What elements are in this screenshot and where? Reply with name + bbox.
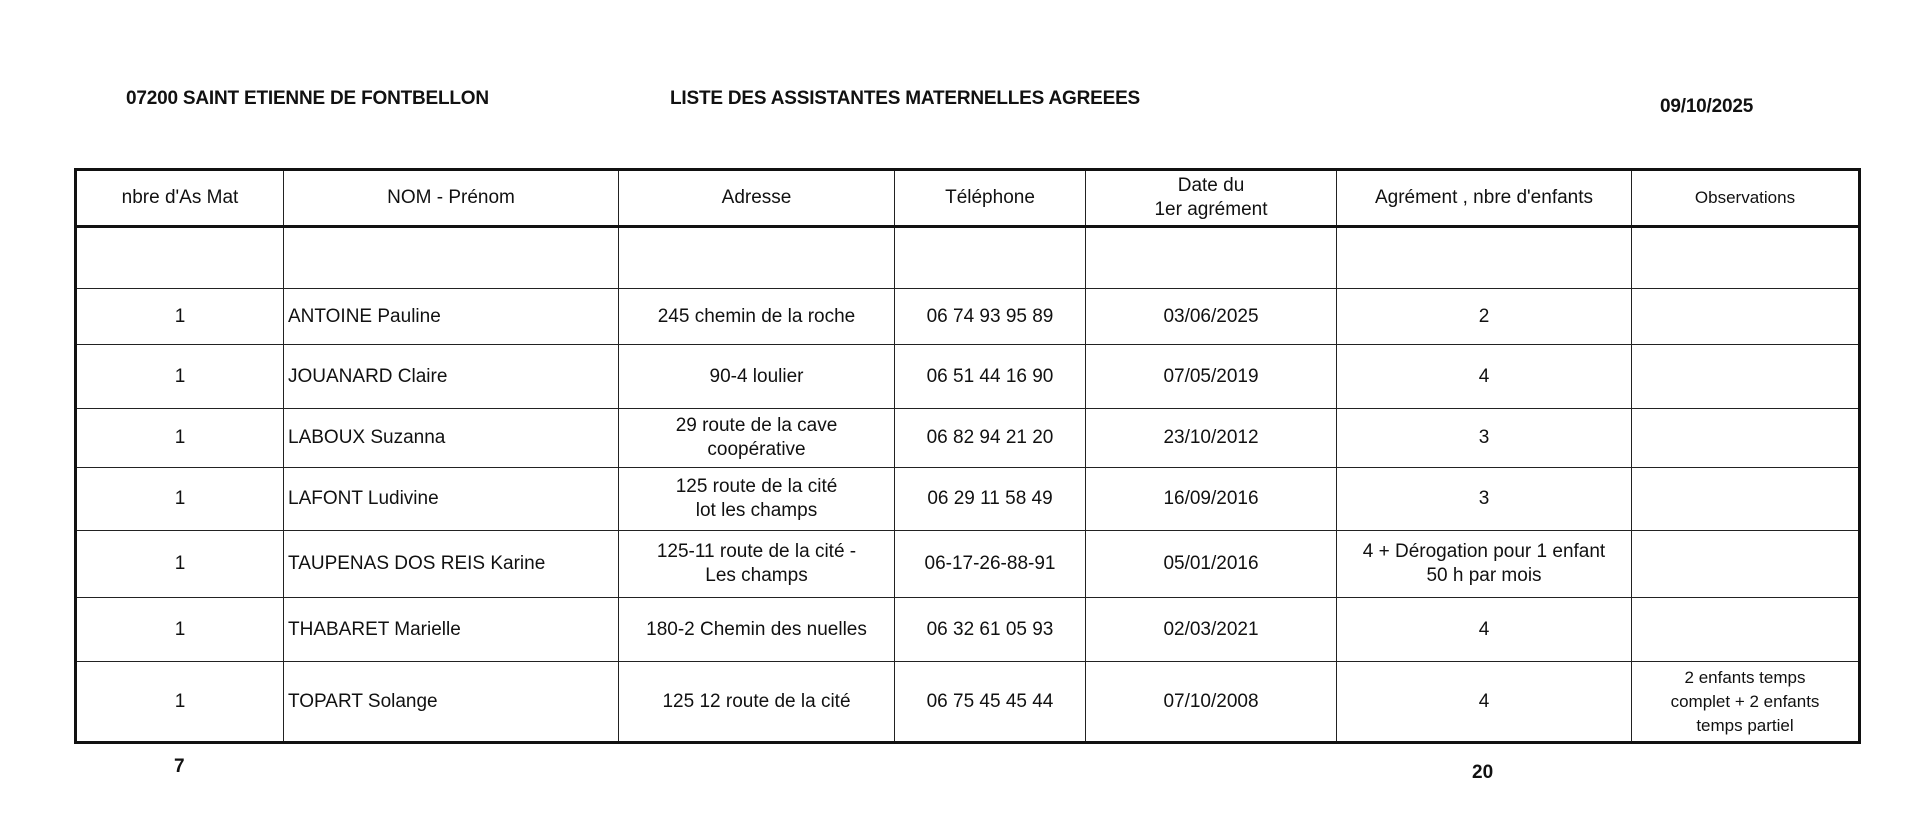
col-header: Adresse: [618, 169, 895, 228]
cell-date: 23/10/2012: [1085, 408, 1337, 468]
cell-date: 07/10/2008: [1085, 661, 1337, 743]
table-row: 1 TAUPENAS DOS REIS Karine 125-11 route de…: [75, 530, 1860, 598]
cell-name: TOPART Solange: [283, 661, 619, 743]
cell-count: 1: [75, 467, 284, 531]
cell-count: 1: [75, 344, 284, 409]
cell-agrement: 4 + Dérogation pour 1 enfant 50 h par mo…: [1336, 530, 1632, 598]
table-row: 1 LABOUX Suzanna 29 route de la cave coopé…: [75, 408, 1860, 468]
cell-agrement: 2: [1336, 288, 1632, 345]
col-header: Date du 1er agrément: [1085, 169, 1337, 228]
table-row: 1 ANTOINE Pauline 245 chemin de la roche 06…: [75, 288, 1860, 345]
cell-phone: 06 82 94 21 20: [894, 408, 1086, 468]
cell-date: 07/05/2019: [1085, 344, 1337, 409]
cell-phone: 06 74 93 95 89: [894, 288, 1086, 345]
cell-observations: [1631, 597, 1860, 662]
header-row: nbre d'As Mat NOM - Prénom Adresse Télép…: [75, 169, 1860, 228]
cell-date: 16/09/2016: [1085, 467, 1337, 531]
cell-count: 1: [75, 661, 284, 743]
cell-name: JOUANARD Claire: [283, 344, 619, 409]
cell-date: 03/06/2025: [1085, 288, 1337, 345]
table-row: 1 TOPART Solange 125 12 route de la cité 0…: [75, 661, 1860, 743]
cell-address: 125 12 route de la cité: [618, 661, 895, 743]
cell-date: 02/03/2021: [1085, 597, 1337, 662]
cell-phone: 06 51 44 16 90: [894, 344, 1086, 409]
col-header: Agrément , nbre d'enfants: [1336, 169, 1632, 228]
cell-phone: 06 29 11 58 49: [894, 467, 1086, 531]
document-title: LISTE DES ASSISTANTES MATERNELLES AGREEE…: [670, 88, 1141, 109]
table-row: 1 THABARET Marielle 180-2 Chemin des nuell…: [75, 597, 1860, 662]
cell-address: 180-2 Chemin des nuelles: [618, 597, 895, 662]
cell-phone: 06-17-26-88-91: [894, 530, 1086, 598]
cell-observations: [1631, 344, 1860, 409]
cell-name: LAFONT Ludivine: [283, 467, 619, 531]
cell-agrement: 3: [1336, 408, 1632, 468]
col-header: Observations: [1631, 169, 1860, 228]
cell-address: 90-4 loulier: [618, 344, 895, 409]
col-header: nbre d'As Mat: [75, 169, 284, 228]
cell-agrement: 4: [1336, 597, 1632, 662]
cell-address: 125-11 route de la cité - Les champs: [618, 530, 895, 598]
table-row: 1 JOUANARD Claire 90-4 loulier 06 51 44 16 …: [75, 344, 1860, 409]
cell-observations: [1631, 530, 1860, 598]
cell-observations: [1631, 288, 1860, 345]
empty-row: [75, 226, 1860, 289]
cell-name: TAUPENAS DOS REIS Karine: [283, 530, 619, 598]
cell-observations: [1631, 408, 1860, 468]
total-count: 7: [174, 756, 185, 777]
cell-agrement: 3: [1336, 467, 1632, 531]
cell-count: 1: [75, 597, 284, 662]
document-date: 09/10/2025: [1660, 96, 1754, 117]
cell-count: 1: [75, 288, 284, 345]
table-row: 1 LAFONT Ludivine 125 route de la cité lot…: [75, 467, 1860, 531]
cell-name: ANTOINE Pauline: [283, 288, 619, 345]
cell-phone: 06 75 45 45 44: [894, 661, 1086, 743]
cell-name: LABOUX Suzanna: [283, 408, 619, 468]
col-header: NOM - Prénom: [283, 169, 619, 228]
cell-address: 29 route de la cave coopérative: [618, 408, 895, 468]
cell-count: 1: [75, 408, 284, 468]
commune-header: 07200 SAINT ETIENNE DE FONTBELLON: [126, 88, 489, 109]
cell-agrement: 4: [1336, 661, 1632, 743]
cell-address: 245 chemin de la roche: [618, 288, 895, 345]
assistantes-table: nbre d'As Mat NOM - Prénom Adresse Télép…: [74, 168, 1861, 744]
cell-address: 125 route de la cité lot les champs: [618, 467, 895, 531]
total-agrement: 20: [1472, 762, 1494, 783]
cell-name: THABARET Marielle: [283, 597, 619, 662]
cell-phone: 06 32 61 05 93: [894, 597, 1086, 662]
cell-observations: [1631, 467, 1860, 531]
cell-observations: 2 enfants temps complet + 2 enfants temp…: [1631, 661, 1860, 743]
cell-count: 1: [75, 530, 284, 598]
cell-date: 05/01/2016: [1085, 530, 1337, 598]
col-header: Téléphone: [894, 169, 1086, 228]
cell-agrement: 4: [1336, 344, 1632, 409]
